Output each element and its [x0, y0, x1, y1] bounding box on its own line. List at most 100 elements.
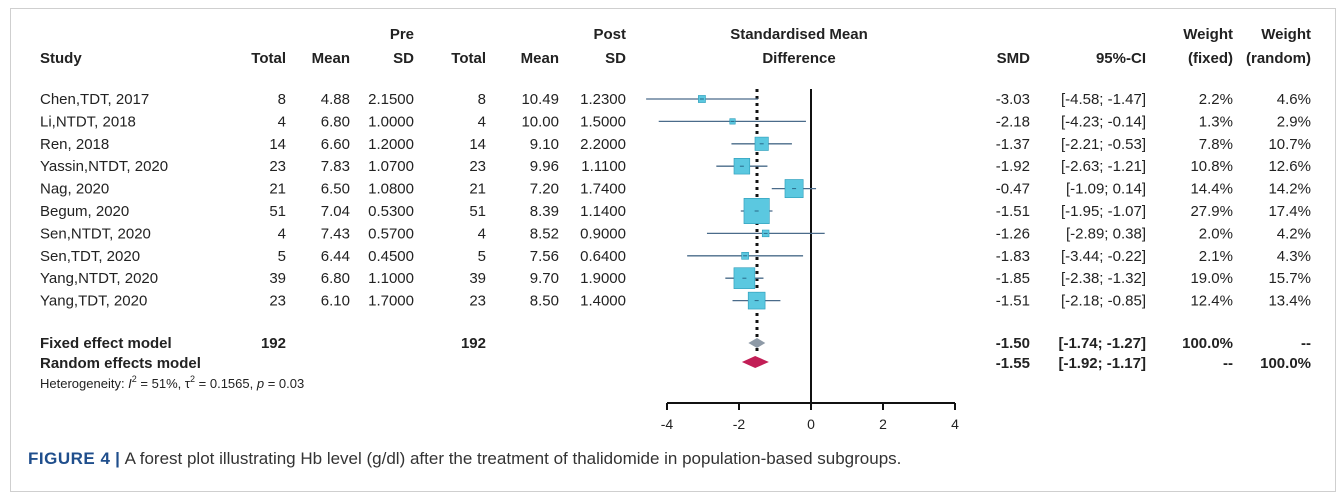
- cell-smd: -1.51: [996, 203, 1030, 220]
- fixed-model-weight-random: --: [1301, 335, 1311, 352]
- cell-pre-total: 14: [269, 136, 286, 153]
- cell-post-mean: 8.39: [530, 203, 559, 220]
- cell-post-sd: 1.1100: [581, 158, 626, 175]
- cell-weight-random: 15.7%: [1268, 270, 1311, 287]
- cell-smd: -1.37: [996, 136, 1030, 153]
- figure-caption: FIGURE 4 | A forest plot illustrating Hb…: [28, 449, 901, 469]
- header-study: Study: [40, 50, 82, 67]
- random-model-weight-random: 100.0%: [1260, 355, 1311, 372]
- header-post-total: Total: [451, 50, 486, 67]
- cell-post-sd: 1.7400: [580, 181, 626, 198]
- cell-study: Sen,TDT, 2020: [40, 248, 140, 265]
- cell-pre-total: 4: [278, 113, 286, 130]
- header-weight-random: (random): [1246, 50, 1311, 67]
- cell-ci: [-1.09; 0.14]: [1066, 181, 1146, 198]
- cell-pre-sd: 1.0800: [368, 181, 414, 198]
- header-smd-title-line1: Standardised Mean: [730, 26, 868, 43]
- cell-weight-random: 2.9%: [1277, 113, 1311, 130]
- cell-weight-random: 14.2%: [1268, 181, 1311, 198]
- cell-post-sd: 1.5000: [580, 113, 626, 130]
- fixed-model-post-total: 192: [461, 335, 486, 352]
- fixed-model-pre-total: 192: [261, 335, 286, 352]
- cell-ci: [-1.95; -1.07]: [1061, 203, 1146, 220]
- cell-post-sd: 0.6400: [580, 248, 626, 265]
- cell-pre-mean: 6.44: [321, 248, 350, 265]
- x-axis-tick-label: -4: [661, 416, 674, 432]
- cell-post-sd: 0.9000: [580, 225, 626, 242]
- table-row: Nag, 2020 21 6.50 1.0800 21 7.20 1.7400 -0.47 [-…: [40, 181, 1311, 198]
- fixed-model-weight-fixed: 100.0%: [1182, 335, 1233, 352]
- cell-pre-sd: 0.5700: [368, 225, 414, 242]
- cell-ci: [-4.58; -1.47]: [1061, 91, 1146, 108]
- cell-weight-random: 4.6%: [1277, 91, 1311, 108]
- x-axis-tick-label: -2: [733, 416, 746, 432]
- cell-smd: -1.51: [996, 293, 1030, 310]
- cell-pre-total: 21: [269, 181, 286, 198]
- cell-study: Yang,TDT, 2020: [40, 293, 147, 310]
- cell-weight-fixed: 2.0%: [1199, 225, 1233, 242]
- header-smd-title-line2: Difference: [762, 50, 835, 67]
- cell-ci: [-2.38; -1.32]: [1061, 270, 1146, 287]
- random-model-weight-fixed: --: [1223, 355, 1233, 372]
- cell-weight-random: 12.6%: [1268, 158, 1311, 175]
- cell-smd: -1.83: [996, 248, 1030, 265]
- cell-post-mean: 8.50: [530, 293, 559, 310]
- table-row: Yang,TDT, 2020 23 6.10 1.7000 23 8.50 1.4000 -1…: [40, 293, 1311, 310]
- cell-pre-total: 39: [269, 270, 286, 287]
- cell-smd: -1.85: [996, 270, 1030, 287]
- cell-pre-mean: 6.10: [321, 293, 350, 310]
- cell-smd: -1.26: [996, 225, 1030, 242]
- header-pre-sd: SD: [393, 50, 414, 67]
- heterogeneity-text: Heterogeneity: I2 = 51%, τ2 = 0.1565, p …: [40, 374, 304, 391]
- cell-study: Begum, 2020: [40, 203, 129, 220]
- cell-pre-mean: 7.83: [321, 158, 350, 175]
- table-row: Sen,NTDT, 2020 4 7.43 0.5700 4 8.52 0.9000 -1.2…: [40, 225, 1311, 242]
- table-row: Yassin,NTDT, 2020 23 7.83 1.0700 23 9.96 1.110…: [40, 158, 1311, 175]
- cell-pre-sd: 1.0000: [368, 113, 414, 130]
- cell-weight-random: 10.7%: [1268, 136, 1311, 153]
- cell-pre-total: 23: [269, 293, 286, 310]
- cell-pre-mean: 7.43: [321, 225, 350, 242]
- cell-pre-mean: 6.80: [321, 113, 350, 130]
- cell-post-total: 23: [469, 158, 486, 175]
- cell-weight-fixed: 2.2%: [1199, 91, 1233, 108]
- cell-weight-fixed: 14.4%: [1190, 181, 1233, 198]
- cell-post-total: 8: [478, 91, 486, 108]
- header-weight-fixed-top: Weight: [1183, 26, 1233, 43]
- cell-pre-mean: 4.88: [321, 91, 350, 108]
- table-row: Begum, 2020 51 7.04 0.5300 51 8.39 1.1400 -1.51…: [40, 203, 1311, 220]
- cell-ci: [-2.63; -1.21]: [1061, 158, 1146, 175]
- fixed-model-label: Fixed effect model: [40, 335, 172, 352]
- cell-post-mean: 9.70: [530, 270, 559, 287]
- cell-post-total: 4: [478, 113, 486, 130]
- header-smd: SMD: [997, 50, 1031, 67]
- cell-weight-fixed: 12.4%: [1190, 293, 1233, 310]
- cell-post-total: 5: [478, 248, 486, 265]
- cell-post-sd: 1.4000: [580, 293, 626, 310]
- table-row: Sen,TDT, 2020 5 6.44 0.4500 5 7.56 0.6400 -1.83…: [40, 248, 1311, 265]
- cell-smd: -0.47: [996, 181, 1030, 198]
- cell-post-mean: 7.20: [530, 181, 559, 198]
- cell-post-mean: 7.56: [530, 248, 559, 265]
- cell-weight-fixed: 2.1%: [1199, 248, 1233, 265]
- cell-weight-fixed: 27.9%: [1190, 203, 1233, 220]
- fixed-model-smd: -1.50: [996, 335, 1030, 352]
- cell-weight-random: 4.2%: [1277, 225, 1311, 242]
- table-row: Yang,NTDT, 2020 39 6.80 1.1000 39 9.70 1.9000 -…: [40, 270, 1311, 287]
- cell-pre-sd: 2.1500: [368, 91, 414, 108]
- cell-ci: [-2.21; -0.53]: [1061, 136, 1146, 153]
- header-post-sd: SD: [605, 50, 626, 67]
- cell-weight-random: 4.3%: [1277, 248, 1311, 265]
- cell-smd: -3.03: [996, 91, 1030, 108]
- cell-post-sd: 1.1400: [580, 203, 626, 220]
- cell-pre-mean: 7.04: [321, 203, 350, 220]
- cell-post-total: 4: [478, 225, 486, 242]
- study-square-marker: [743, 198, 770, 224]
- cell-pre-total: 23: [269, 158, 286, 175]
- cell-post-mean: 8.52: [530, 225, 559, 242]
- cell-ci: [-4.23; -0.14]: [1061, 113, 1146, 130]
- random-model-smd: -1.55: [996, 355, 1030, 372]
- forest-plot-area: -4 -2 0 2 4: [646, 89, 959, 432]
- cell-weight-random: 13.4%: [1268, 293, 1311, 310]
